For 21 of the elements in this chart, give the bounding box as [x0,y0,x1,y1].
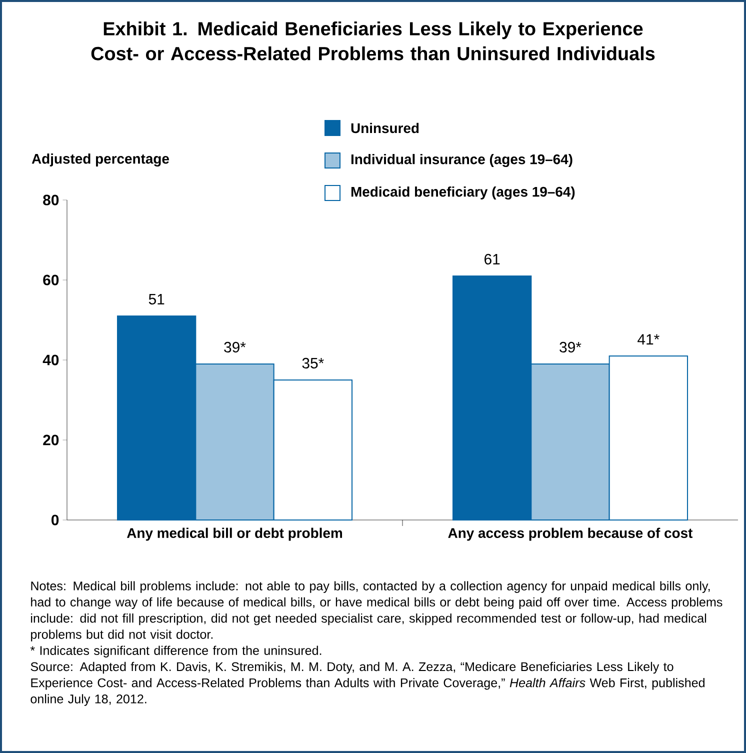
x-tick-label: Any medical bill or debt problem [126,528,342,541]
data-label: 39* [560,342,582,352]
data-label: 51 [148,294,164,304]
y-axis-title: Adjusted percentage [32,153,169,167]
y-tick-label: 40 [42,354,59,366]
y-tick-label: 0 [52,514,59,526]
chart-title: Exhibit 1. Medicaid Beneficiaries Less Likely to Experience Cost- or Access-Related Problems than Uninsured Individuals [91,22,655,60]
y-tick-label: 20 [43,434,59,446]
data-label: 35* [302,358,324,368]
data-label: 41* [638,334,660,344]
y-tick-label: 60 [43,274,59,286]
legend-label: Uninsured [351,122,419,134]
y-tick-label: 80 [43,194,59,206]
legend-label: Individual insurance (ages 19–64) [351,154,572,168]
legend-label: Medicaid beneficiary (ages 19–64) [351,186,575,200]
text: * Indicates significant difference from the uninsured. [30,646,322,658]
data-label: 39* [224,342,246,352]
data-label: 61 [484,254,500,264]
text: Source: Adapted from K. Davis, K. Stremikis, M. M. Doty, and M. A. Zezza, “Medicare Beneficiaries Less Likely to Experience Cost- and Access-Related Problems than Adults with Private Coverage,” Health Affairs Web First, published online July 18, 2012. [30,662,704,706]
x-tick-label: Any access problem because of cost [448,528,693,541]
text: Notes: Medical bill problems include: not able to pay bills, contacted by a collection agency for unpaid medical bills only, had to change way of life because of medical bills, or have medical bills or debt being paid off over time. Access problems include: did not fill prescription, did not get needed specialist care, skipped recommended test or follow-up, had medical problems but did not visit doctor. [31,581,722,642]
